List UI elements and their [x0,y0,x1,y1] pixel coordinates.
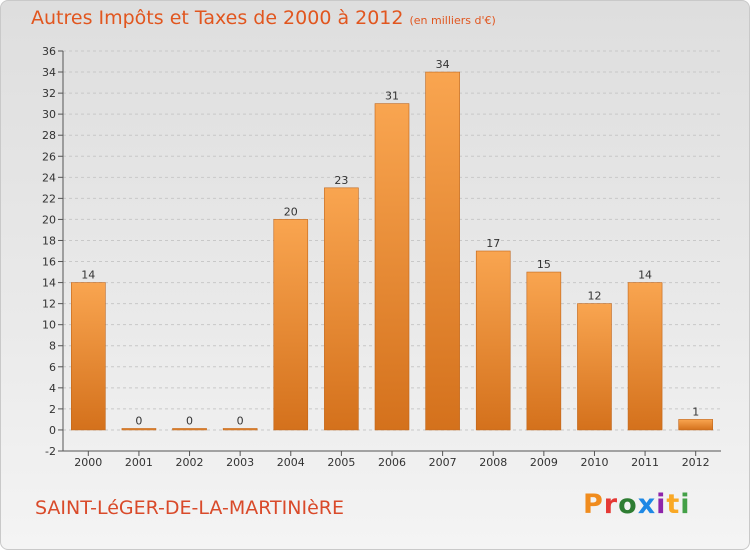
y-tick-label: 36 [42,45,56,58]
logo-letter: o [618,489,638,520]
y-tick-label: 14 [42,277,56,290]
bar [678,419,713,431]
y-tick-label: -2 [45,445,56,458]
y-tick-label: 18 [42,234,56,247]
logo-letter: P [583,489,604,520]
y-tick-label: 26 [42,150,56,163]
logo-letter: x [637,489,657,520]
commune-name: SAINT-LéGER-DE-LA-MARTINIèRE [35,497,344,519]
logo-letter: r [603,489,619,520]
bar [526,271,562,431]
x-tick-label: 2009 [530,456,558,469]
y-tick-label: 2 [49,403,56,416]
x-tick-label: 2006 [378,456,406,469]
bar [222,428,258,431]
bar [577,303,612,431]
x-tick-label: 2008 [479,456,507,469]
y-tick-label: 8 [49,340,56,353]
bar-value-label: 23 [334,174,348,187]
y-tick-label: 6 [49,361,56,374]
y-tick-label: 0 [49,424,56,437]
bar [121,428,157,431]
x-tick-label: 2003 [226,456,254,469]
x-tick-label: 2000 [74,456,102,469]
bar-value-label: 34 [436,58,450,71]
y-tick-label: 28 [42,129,56,142]
logo-letter: t [666,489,681,520]
bar [425,71,460,431]
bar-value-label: 14 [638,269,652,282]
bar [627,282,663,431]
bar [71,282,106,431]
bar-value-label: 0 [135,414,142,427]
bar [273,219,309,431]
chart-title: Autres Impôts et Taxes de 2000 à 2012 [31,7,404,29]
bar-value-label: 0 [237,414,244,427]
bar [172,428,207,431]
y-tick-label: 10 [42,319,56,332]
bar-value-label: 12 [587,290,601,303]
chart-subtitle: (en milliers d'€) [409,14,496,27]
y-tick-label: 34 [42,66,56,79]
y-tick-label: 22 [42,192,56,205]
x-tick-label: 2001 [125,456,153,469]
y-tick-label: 12 [42,298,56,311]
bar-value-label: 20 [284,205,298,218]
x-tick-label: 2005 [327,456,355,469]
y-tick-label: 16 [42,256,56,269]
x-tick-label: 2002 [176,456,204,469]
bar-value-label: 17 [486,237,500,250]
chart-title-block: Autres Impôts et Taxes de 2000 à 2012 (en… [31,7,496,29]
bar [475,250,511,431]
x-tick-label: 2012 [682,456,710,469]
y-tick-label: 32 [42,87,56,100]
x-tick-label: 2011 [631,456,659,469]
logo-letter: i [656,489,667,520]
y-tick-label: 4 [49,382,56,395]
logo-letter: i [680,489,691,520]
bar-value-label: 1 [692,405,699,418]
bar-value-label: 15 [537,258,551,271]
y-tick-label: 30 [42,108,56,121]
bar-value-label: 14 [81,269,95,282]
y-tick-label: 20 [42,213,56,226]
y-tick-label: 24 [42,171,56,184]
bar [324,187,359,431]
x-tick-label: 2010 [580,456,608,469]
bar-value-label: 0 [186,414,193,427]
x-tick-label: 2004 [277,456,305,469]
bar-value-label: 31 [385,90,399,103]
bar [374,103,410,431]
proxiti-logo: Proxiti [583,489,691,520]
x-tick-label: 2007 [429,456,457,469]
